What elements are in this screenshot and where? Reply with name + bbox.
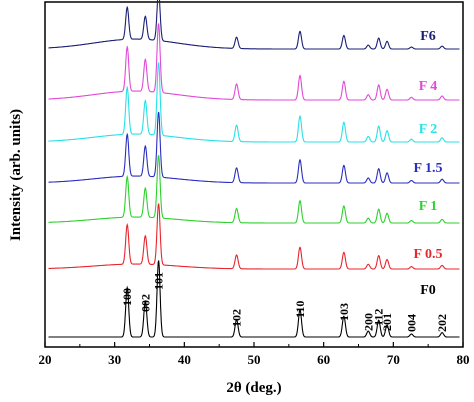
series-label-1: F 0.5	[413, 247, 442, 262]
series-label-3: F 1.5	[413, 161, 442, 176]
x-tick-label-6: 80	[457, 352, 470, 367]
plot-frame	[44, 1, 464, 348]
peak-label-110: 110	[293, 301, 307, 318]
series-line-f0	[48, 260, 460, 338]
series-line-f1-5	[48, 111, 460, 184]
peak-label-103: 103	[337, 303, 351, 321]
peak-label-102: 102	[230, 309, 244, 327]
series-label-0: F0	[420, 283, 436, 298]
x-tick-label-4: 60	[317, 352, 330, 367]
series-group: F0 F 0.5 F 1 F 1.5 F 2 F 4 F6	[48, 0, 460, 338]
series-label-6: F6	[420, 29, 436, 44]
series-line-f0-5	[48, 203, 460, 270]
series-label-5: F 4	[419, 79, 438, 94]
y-axis-title: Intensity (arb. units)	[8, 109, 24, 241]
x-tick-label-2: 40	[178, 352, 191, 367]
series-line-f6	[48, 0, 460, 50]
peak-label-002: 002	[138, 294, 152, 312]
peak-label-100: 100	[120, 288, 134, 306]
x-tick-label-3: 50	[248, 352, 261, 367]
peak-label-101: 101	[152, 272, 166, 290]
x-tick-label-5: 70	[387, 352, 400, 367]
x-tick-label-0: 20	[39, 352, 52, 367]
peak-label-202: 202	[435, 314, 449, 332]
series-label-4: F 2	[419, 122, 438, 137]
x-axis: 20 30 40 50 60 70 80	[39, 342, 470, 367]
series-line-f1	[48, 155, 460, 224]
x-tick-label-1: 30	[108, 352, 121, 367]
series-line-f4	[48, 23, 460, 101]
peak-label-112: 112	[372, 309, 386, 326]
series-label-2: F 1	[419, 199, 438, 214]
x-axis-title: 2θ (deg.)	[226, 380, 281, 396]
peak-label-004: 004	[404, 314, 418, 332]
peak-label-201: 201	[380, 313, 394, 331]
peak-label-200: 200	[361, 313, 375, 331]
series-line-f2	[48, 62, 460, 143]
